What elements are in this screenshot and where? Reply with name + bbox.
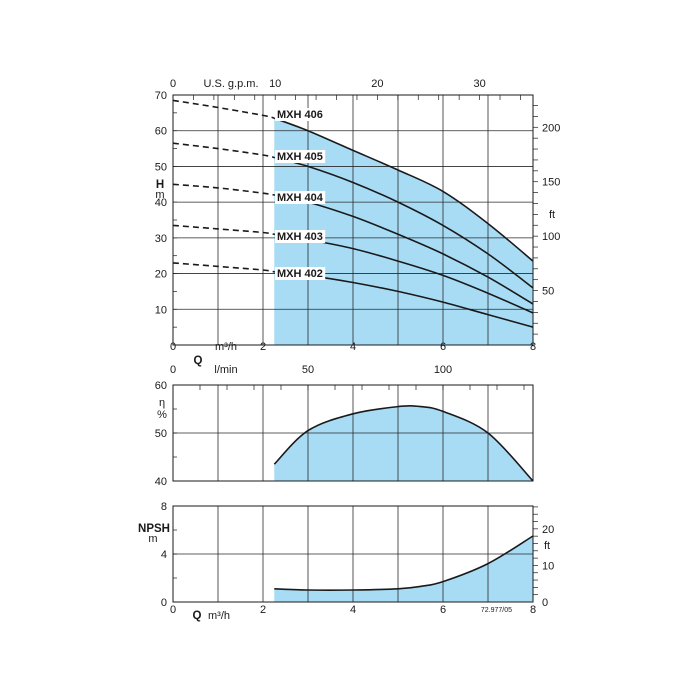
y-tick-label-60: 60 [155, 380, 167, 392]
operating-area [274, 118, 533, 345]
y-tick-label-8: 8 [161, 501, 167, 513]
y-axis-title: H [156, 179, 164, 191]
y2-unit-label: ft [544, 540, 550, 552]
curve-mxh-406 [274, 117, 534, 262]
x-tick-label-6: 6 [440, 604, 446, 616]
efficiency-curve [273, 405, 534, 482]
series-label-bg [275, 108, 326, 121]
y2-tick-label-0: 0 [542, 597, 548, 609]
y-axis-title: NPSH [138, 523, 170, 535]
efficiency-area [274, 405, 533, 481]
x-tick-label-4: 4 [350, 341, 356, 353]
npsh-area [274, 536, 533, 602]
series-label-bg [275, 191, 326, 204]
top-tick-label-100: 100 [434, 364, 452, 376]
efficiency-panel: 0 50 100 l/min Q 40 50 60 η% [155, 355, 534, 488]
top-tick-label-30: 30 [473, 78, 485, 90]
curve-dashed-mxh-404 [172, 183, 275, 196]
curve-dashed-mxh-406 [172, 99, 275, 119]
y-axis-unit: m [148, 533, 157, 545]
y-tick-label-50: 50 [155, 428, 167, 440]
y2-tick-label-20: 20 [542, 524, 554, 536]
x-unit-label: m³/h [215, 341, 237, 353]
y-tick-label-4: 4 [161, 549, 167, 561]
curve-dashed-mxh-405 [172, 142, 275, 159]
x-unit-label: m³/h [208, 610, 230, 622]
y-tick-label-0: 0 [161, 597, 167, 609]
y2-tick-label-150: 150 [542, 177, 560, 189]
series-label-mxh-402: MXH 402 [277, 268, 323, 280]
y-tick-label-30: 30 [155, 233, 167, 245]
y-tick-label-10: 10 [155, 304, 167, 316]
x-tick-label-0: 0 [170, 604, 176, 616]
series-label-bg [275, 150, 326, 163]
x-tick-label-6: 6 [440, 341, 446, 353]
series-label-bg [275, 267, 326, 280]
y2-tick-label-10: 10 [542, 560, 554, 572]
y-tick-label-70: 70 [155, 90, 167, 102]
npsh-curve [274, 535, 534, 591]
series-label-mxh-405: MXH 405 [277, 151, 323, 163]
y-axis-unit: m [155, 189, 164, 201]
top-tick-label-0: 0 [170, 78, 176, 90]
curve-dashed-mxh-403 [172, 224, 275, 236]
y2-unit-label: ft [549, 209, 555, 221]
y-tick-label-50: 50 [155, 161, 167, 173]
y-tick-label-60: 60 [155, 126, 167, 138]
series-label-mxh-406: MXH 406 [277, 109, 323, 121]
x-tick-label-8: 8 [530, 341, 536, 353]
y2-tick-label-50: 50 [542, 286, 554, 298]
y-tick-label-20: 20 [155, 269, 167, 281]
series-label-bg [275, 230, 326, 243]
y2-tick-label-200: 200 [542, 122, 560, 134]
y-tick-label-40: 40 [155, 476, 167, 488]
top-tick-label-0: 0 [170, 364, 176, 376]
x-tick-label-2: 2 [260, 341, 266, 353]
x-tick-label-4: 4 [350, 604, 356, 616]
top-axis-unit-label: l/min [214, 364, 237, 376]
top-tick-label-50: 50 [302, 364, 314, 376]
curve-dashed-mxh-402 [172, 262, 275, 273]
series-label-mxh-403: MXH 403 [277, 231, 323, 243]
top-tick-label-20: 20 [371, 78, 383, 90]
y-tick-label-40: 40 [155, 197, 167, 209]
top-tick-label-10: 10 [269, 78, 281, 90]
x-axis-title: Q [193, 610, 202, 622]
y-axis-unit: % [157, 409, 167, 421]
reference-code: 72.977/05 [481, 607, 512, 614]
top-axis-unit-label: U.S. g.p.m. [203, 78, 258, 90]
flow-axis-title: Q [194, 355, 203, 367]
x-tick-label-8: 8 [530, 604, 536, 616]
x-tick-label-2: 2 [260, 604, 266, 616]
x-tick-label-0: 0 [170, 341, 176, 353]
y2-tick-label-100: 100 [542, 231, 560, 243]
series-label-mxh-404: MXH 404 [277, 192, 324, 204]
head-panel: 0 10 20 30U.S. g.p.m.1020304050607050100150… [155, 78, 561, 353]
y-axis-title: η [159, 397, 165, 409]
curve-mxh-405 [274, 156, 534, 289]
